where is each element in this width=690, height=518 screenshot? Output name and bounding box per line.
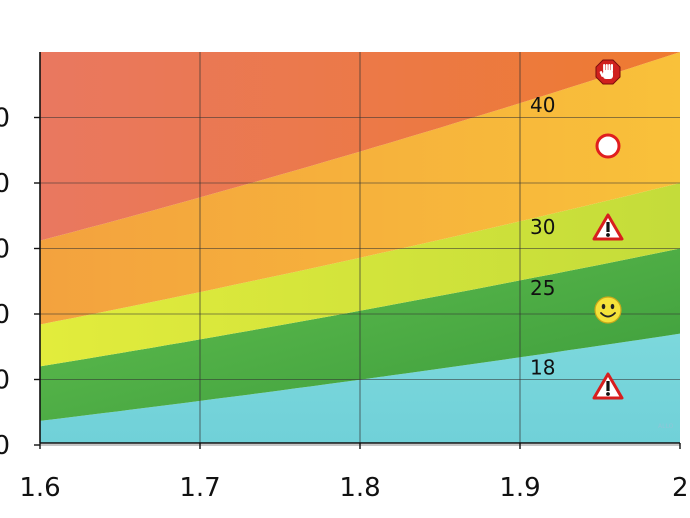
y-tick-label: 0 xyxy=(0,366,10,396)
warning-dot xyxy=(606,233,610,237)
x-tick-label: 1.9 xyxy=(499,473,540,503)
watermark-text: ALLO xyxy=(658,423,674,430)
warning-mark xyxy=(606,381,610,391)
stop-hand-icon xyxy=(595,59,621,85)
warning-dot xyxy=(606,392,610,396)
hand-finger xyxy=(603,64,606,72)
band-labels: 18 25 30 40 xyxy=(530,93,555,379)
x-tick-labels: 1.6 1.7 1.8 1.9 2 xyxy=(19,473,688,503)
hand-palm xyxy=(603,70,613,79)
smiley-face xyxy=(594,296,622,324)
smiley-eye xyxy=(601,303,606,310)
hand-finger xyxy=(610,64,613,72)
warning-icon xyxy=(592,372,624,400)
smiley-mouth xyxy=(600,312,616,318)
x-tick-label: 1.7 xyxy=(179,473,220,503)
circle-ring xyxy=(595,133,621,159)
band-label-40: 40 xyxy=(530,93,555,117)
y-tick-label: 0 xyxy=(0,235,10,265)
band-label-30: 30 xyxy=(530,215,555,239)
y-tick-label: 0 xyxy=(0,104,10,134)
hand-finger xyxy=(608,64,611,72)
band-label-25: 25 xyxy=(530,276,555,300)
grid-lines xyxy=(40,52,680,446)
y-tick-label: 0 xyxy=(0,300,10,330)
y-tick-label: 0 xyxy=(0,169,10,199)
warning-mark xyxy=(606,222,610,232)
hand-finger xyxy=(605,64,608,72)
smiley-eye xyxy=(610,303,615,310)
y-tick-label: 0 xyxy=(0,431,10,461)
x-tick-label: 2 xyxy=(672,473,689,503)
axes xyxy=(34,52,681,449)
circle-icon xyxy=(595,133,621,159)
smiley-icon xyxy=(594,296,622,324)
x-tick-label: 1.8 xyxy=(339,473,380,503)
zone-icons xyxy=(592,59,624,400)
y-tick-labels: 0 0 0 0 0 0 xyxy=(0,104,10,462)
hand-thumb xyxy=(599,71,604,77)
band-label-18: 18 xyxy=(530,355,555,379)
x-tick-label: 1.6 xyxy=(19,473,60,503)
warning-icon xyxy=(592,213,624,241)
